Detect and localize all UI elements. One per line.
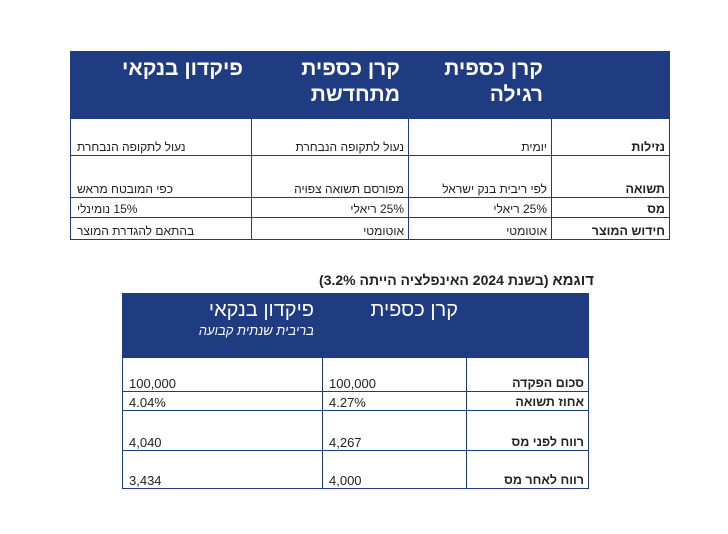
table-cell: 100,000 [122, 357, 323, 392]
table-cell: יומית [408, 118, 552, 156]
table-cell: לפי ריבית בנק ישראל [408, 155, 552, 198]
table-row: אחוז תשואה 4.27% 4.04% [122, 391, 589, 411]
header-corner [551, 51, 670, 119]
table-row: מס 25% ריאלי 25% ריאלי 15% נומינלי [70, 197, 670, 218]
table-row: תשואה לפי ריבית בנק ישראל מפורסם תשואה צ… [70, 155, 670, 198]
table-row: סכום הפקדה 100,000 100,000 [122, 357, 589, 392]
table-cell: 3,434 [122, 450, 323, 489]
comparison-header-row: קרן כספית רגילה קרן כספית מתחדשת פיקדון … [70, 51, 670, 119]
table-cell: 4,040 [122, 410, 323, 451]
example-header-row: קרן כספית פיקדון בנקאי בריבית שנתית קבוע… [122, 293, 589, 358]
table-cell: בהתאם להגדרת המוצר [70, 217, 252, 240]
table-cell: אוטומטי [251, 217, 409, 240]
header-bank-deposit: פיקדון בנקאי [70, 51, 252, 119]
row-label-yield-percent: אחוז תשואה [466, 391, 589, 411]
table-cell: 4,000 [322, 450, 467, 489]
table-cell: 100,000 [322, 357, 467, 392]
table-cell: 4.04% [122, 391, 323, 411]
header-bank-deposit-subtitle: בריבית שנתית קבועה [198, 323, 314, 338]
row-label-profit-after-tax: רווח לאחר מס [466, 450, 589, 489]
table-cell: כפי המובטח מראש [70, 155, 252, 198]
table-row: רווח לפני מס 4,267 4,040 [122, 410, 589, 451]
table-row: רווח לאחר מס 4,000 3,434 [122, 450, 589, 489]
row-label-renewal: חידוש המוצר [551, 217, 670, 240]
row-label-deposit-amount: סכום הפקדה [466, 357, 589, 392]
row-label-tax: מס [551, 197, 670, 218]
table-cell: נעול לתקופה הנבחרת [251, 118, 409, 156]
header-money-fund: קרן כספית [322, 293, 467, 358]
table-row: חידוש המוצר אוטומטי אוטומטי בהתאם להגדרת… [70, 217, 670, 240]
row-label-liquidity: נזילות [551, 118, 670, 156]
header-renewable-money-fund: קרן כספית מתחדשת [251, 51, 409, 119]
row-label-yield: תשואה [551, 155, 670, 198]
example-caption: דוגמא (בשנת 2024 האינפלציה הייתה 3.2%) [236, 272, 594, 289]
table-cell: 25% ריאלי [251, 197, 409, 218]
table-row: נזילות יומית נעול לתקופה הנבחרת נעול לתק… [70, 118, 670, 156]
header-bank-deposit: פיקדון בנקאי בריבית שנתית קבועה [122, 293, 323, 358]
table-cell: 4.27% [322, 391, 467, 411]
example-title: דוגמא [552, 272, 594, 289]
header-bank-deposit-title: פיקדון בנקאי [208, 299, 314, 321]
example-subtitle: (בשנת 2024 האינפלציה הייתה 3.2%) [319, 272, 549, 288]
table-cell: 4,267 [322, 410, 467, 451]
table-cell: 25% ריאלי [408, 197, 552, 218]
table-cell: אוטומטי [408, 217, 552, 240]
header-corner [466, 293, 589, 358]
comparison-table: קרן כספית רגילה קרן כספית מתחדשת פיקדון … [70, 51, 670, 240]
table-cell: מפורסם תשואה צפויה [251, 155, 409, 198]
example-table: קרן כספית פיקדון בנקאי בריבית שנתית קבוע… [122, 293, 589, 489]
table-cell: נעול לתקופה הנבחרת [70, 118, 252, 156]
table-cell: 15% נומינלי [70, 197, 252, 218]
row-label-profit-before-tax: רווח לפני מס [466, 410, 589, 451]
header-regular-money-fund: קרן כספית רגילה [408, 51, 552, 119]
